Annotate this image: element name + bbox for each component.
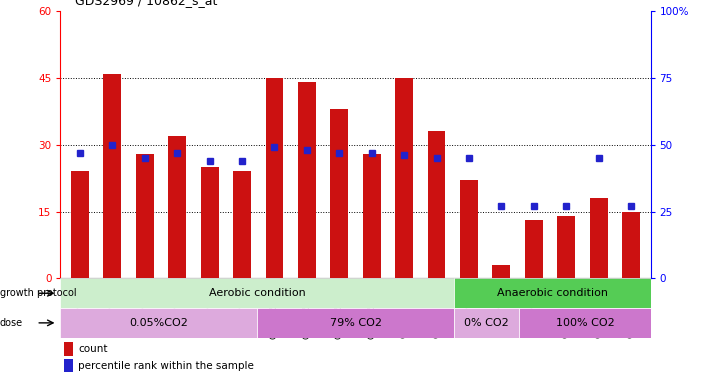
Bar <box>60 278 454 308</box>
Bar <box>201 167 218 278</box>
Text: 0% CO2: 0% CO2 <box>464 318 509 328</box>
Text: dose: dose <box>0 318 23 328</box>
Bar <box>60 308 257 338</box>
Bar <box>64 342 73 355</box>
Text: 100% CO2: 100% CO2 <box>555 318 614 328</box>
Bar <box>622 211 640 278</box>
Bar <box>298 82 316 278</box>
Bar <box>169 136 186 278</box>
Bar <box>71 171 89 278</box>
Bar <box>589 198 608 278</box>
Bar <box>493 265 510 278</box>
Bar <box>265 78 284 278</box>
Text: Aerobic condition: Aerobic condition <box>209 288 306 298</box>
Bar <box>460 180 478 278</box>
Bar <box>363 154 380 278</box>
Text: Anaerobic condition: Anaerobic condition <box>497 288 608 298</box>
Bar <box>103 74 122 278</box>
Bar <box>136 154 154 278</box>
Bar <box>525 220 542 278</box>
Bar <box>64 359 73 372</box>
Bar <box>454 278 651 308</box>
Bar <box>520 308 651 338</box>
Bar <box>331 109 348 278</box>
Text: 0.05%CO2: 0.05%CO2 <box>129 318 188 328</box>
Bar <box>257 308 454 338</box>
Text: growth protocol: growth protocol <box>0 288 77 298</box>
Text: percentile rank within the sample: percentile rank within the sample <box>78 361 254 370</box>
Bar <box>427 131 446 278</box>
Bar <box>395 78 413 278</box>
Text: count: count <box>78 344 108 354</box>
Text: GDS2969 / 10862_s_at: GDS2969 / 10862_s_at <box>75 0 217 8</box>
Bar <box>233 171 251 278</box>
Text: 79% CO2: 79% CO2 <box>329 318 382 328</box>
Bar <box>557 216 575 278</box>
Bar <box>454 308 520 338</box>
